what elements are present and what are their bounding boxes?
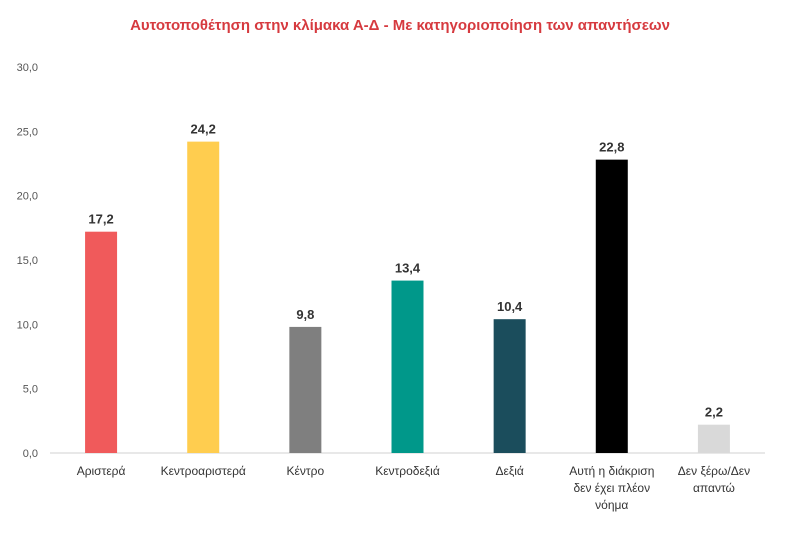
y-tick-label: 15,0 — [17, 255, 38, 267]
category-label: νόημα — [595, 498, 628, 512]
bar — [697, 424, 730, 453]
category-label: Αυτή η διάκριση — [569, 464, 654, 478]
chart-title: Αυτοτοποθέτηση στην κλίμακα Α-Δ - Με κατ… — [130, 17, 670, 34]
data-label: 17,2 — [88, 212, 113, 227]
category-label: δεν έχει πλέον — [573, 481, 650, 495]
category-label: Κεντροαριστερά — [161, 464, 246, 478]
category-label: Κεντροδεξιά — [375, 464, 440, 478]
data-label: 22,8 — [599, 140, 624, 155]
bar — [85, 231, 118, 453]
y-tick-label: 30,0 — [17, 62, 38, 74]
data-label: 10,4 — [497, 299, 523, 314]
bar — [187, 141, 220, 454]
category-label: Δεν ξέρω/Δεν — [678, 464, 750, 478]
bar — [493, 319, 526, 453]
data-label: 2,2 — [705, 405, 723, 420]
bar — [289, 326, 322, 453]
data-label: 24,2 — [191, 122, 216, 137]
y-tick-label: 0,0 — [23, 448, 38, 460]
data-label: 9,8 — [296, 307, 314, 322]
y-tick-label: 20,0 — [17, 191, 38, 203]
data-label: 13,4 — [395, 261, 421, 276]
category-label: Αριστερά — [77, 464, 126, 478]
y-tick-label: 10,0 — [17, 319, 38, 331]
bar — [595, 159, 628, 453]
bar — [391, 280, 424, 453]
category-label: Κέντρο — [287, 464, 325, 478]
category-label: απαντώ — [693, 481, 735, 495]
category-label: Δεξιά — [495, 464, 523, 478]
y-tick-label: 25,0 — [17, 126, 38, 138]
y-tick-label: 5,0 — [23, 384, 38, 396]
